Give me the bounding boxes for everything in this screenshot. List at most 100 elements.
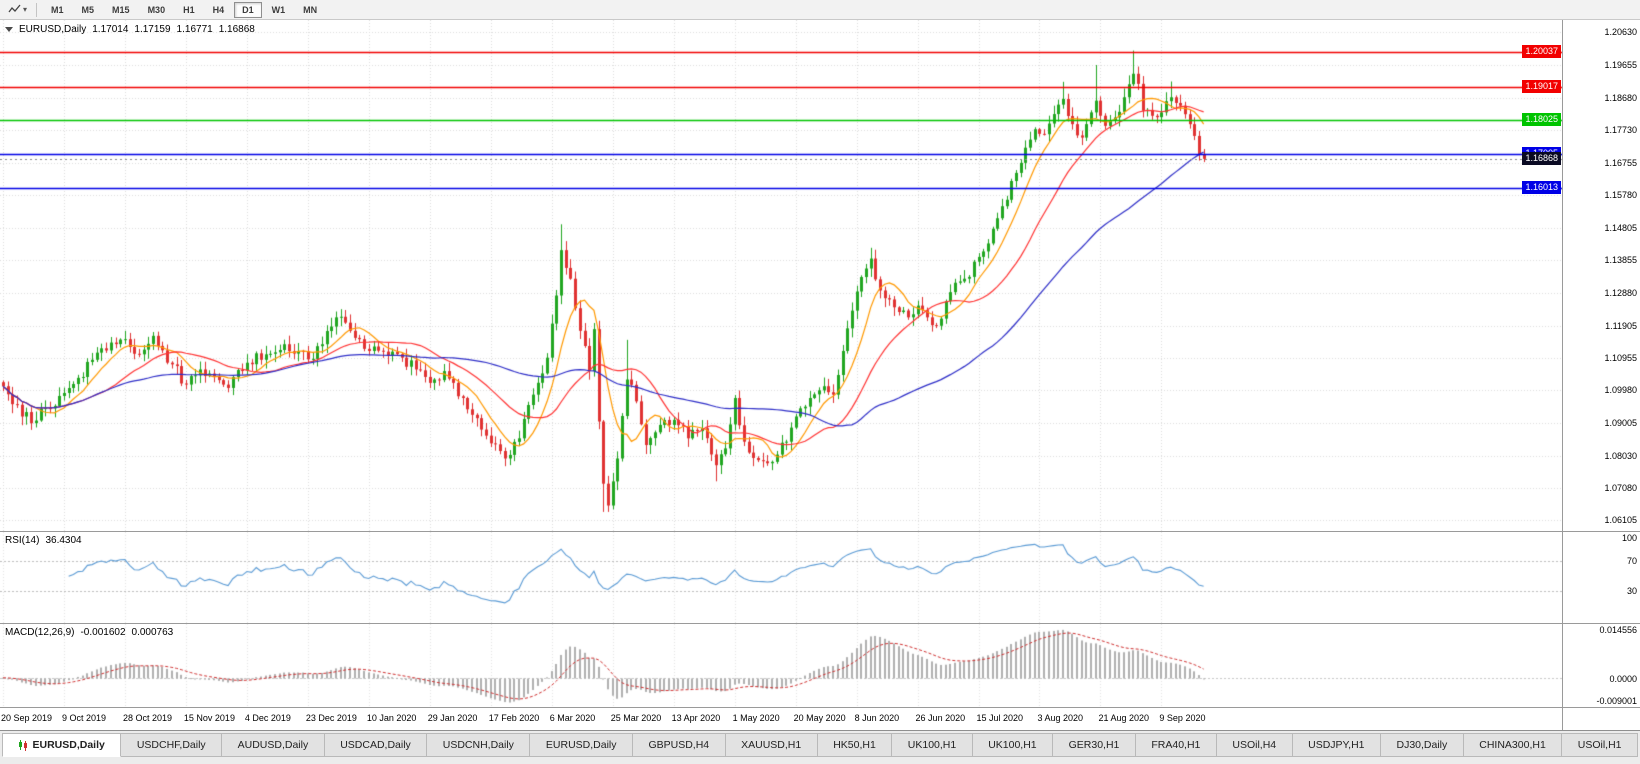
price-tick-label: 1.15780 — [1604, 190, 1637, 201]
macd-axis-label: 0.014556 — [1599, 625, 1637, 635]
chart-tab-usdchf-daily-1[interactable]: USDCHF,Daily — [121, 733, 223, 757]
date-axis-label: 8 Jun 2020 — [854, 713, 900, 723]
hline-price-tag: 1.18025 — [1522, 112, 1561, 126]
chart-tab-label: USDCAD,Daily — [340, 739, 411, 751]
chart-tab-xauusd-h1-7[interactable]: XAUUSD,H1 — [725, 733, 818, 757]
date-axis-label: 15 Jul 2020 — [976, 713, 1024, 723]
main-chart-pane: EURUSD,Daily 1.17014 1.17159 1.16771 1.1… — [0, 20, 1640, 531]
date-axis-label: 21 Aug 2020 — [1098, 713, 1150, 723]
chart-tab-uk100-h1-9[interactable]: UK100,H1 — [892, 733, 973, 757]
chart-tab-ger30-h1-11[interactable]: GER30,H1 — [1053, 733, 1136, 757]
chart-tab-dj30-daily-15[interactable]: DJ30,Daily — [1381, 733, 1464, 757]
macd-axis-label: -0.009001 — [1596, 696, 1637, 706]
date-axis-label: 17 Feb 2020 — [488, 713, 540, 723]
candlestick-chart-icon — [18, 739, 28, 751]
chart-tab-usoil-h1-17[interactable]: USOil,H1 — [1562, 733, 1638, 757]
chart-tab-usoil-h4-13[interactable]: USOil,H4 — [1216, 733, 1293, 757]
date-axis-label: 20 May 2020 — [793, 713, 846, 723]
macd-signal-value: 0.000763 — [131, 627, 174, 638]
price-axis: 1.20630 1.19655 1.18680 1.17730 1.16755 1.157… — [1562, 20, 1640, 531]
timeframe-button-mn[interactable]: MN — [303, 4, 318, 15]
chart-tab-eurusd-daily-0[interactable]: EURUSD,Daily — [2, 733, 122, 757]
price-tick-label: 1.11905 — [1605, 320, 1637, 331]
date-axis-label: 23 Dec 2019 — [305, 713, 357, 723]
rsi-level-label: 100 — [1621, 533, 1637, 543]
chart-close-value: 1.16868 — [218, 24, 255, 35]
hline-price-tag: 1.16013 — [1522, 180, 1561, 194]
price-tick-label: 1.09005 — [1604, 418, 1637, 429]
chart-tab-uk100-h1-10[interactable]: UK100,H1 — [972, 733, 1054, 757]
chart-tab-label: CHINA300,H1 — [1479, 739, 1546, 751]
chart-tab-label: USDJPY,H1 — [1308, 739, 1365, 751]
price-tick-label: 1.10955 — [1604, 352, 1637, 363]
date-axis-label: 29 Jan 2020 — [427, 713, 478, 723]
price-tick-label: 1.17730 — [1604, 124, 1637, 135]
rsi-indicator-pane: RSI(14) 36.4304 100 70 30 — [0, 531, 1640, 623]
axis-corner — [1562, 708, 1640, 730]
timeframe-button-m15[interactable]: M15 — [112, 4, 130, 15]
date-axis-label: 9 Sep 2020 — [1159, 713, 1206, 723]
macd-label: MACD(12,26,9) -0.001602 0.000763 — [5, 627, 173, 638]
macd-axis: 0.014556 0.0000 -0.009001 — [1562, 624, 1640, 707]
macd-indicator-pane: MACD(12,26,9) -0.001602 0.000763 0.01455… — [0, 623, 1640, 707]
price-tick-label: 1.12880 — [1604, 287, 1637, 298]
chart-style-dropdown[interactable]: ▾ — [4, 3, 31, 16]
date-axis-label: 26 Jun 2020 — [915, 713, 966, 723]
timeframe-button-m1[interactable]: M1 — [51, 4, 64, 15]
chart-tab-fra40-h1-12[interactable]: FRA40,H1 — [1135, 733, 1217, 757]
macd-canvas[interactable] — [0, 624, 1562, 707]
chart-tab-usdcad-daily-3[interactable]: USDCAD,Daily — [324, 733, 428, 757]
price-tick-label: 1.13855 — [1604, 255, 1637, 266]
chart-tab-label: XAUUSD,H1 — [741, 739, 802, 751]
chart-tabs-bar: EURUSD,Daily USDCHF,Daily AUDUSD,Daily USDC… — [0, 730, 1640, 764]
chart-tab-eurusd-daily-5[interactable]: EURUSD,Daily — [530, 733, 633, 757]
rsi-level-label: 70 — [1626, 555, 1637, 566]
chart-tab-label: EURUSD,Daily — [32, 739, 105, 751]
timeframe-button-w1[interactable]: W1 — [271, 4, 286, 15]
toolbar-separator — [36, 2, 38, 17]
hline-price-tag: 1.20037 — [1522, 45, 1561, 59]
date-axis-label: 28 Oct 2019 — [122, 713, 172, 723]
chart-tab-label: USDCNH,Daily — [442, 739, 514, 751]
timeframe-button-d1[interactable]: D1 — [234, 1, 262, 18]
date-axis-label: 3 Aug 2020 — [1037, 713, 1084, 723]
chart-tab-china300-h1-16[interactable]: CHINA300,H1 — [1463, 733, 1563, 757]
price-tick-label: 1.14805 — [1604, 223, 1637, 234]
timeframe-button-m5[interactable]: M5 — [81, 4, 95, 15]
rsi-canvas[interactable] — [0, 532, 1562, 623]
chart-high-value: 1.17159 — [134, 24, 171, 35]
hline-price-tag: 1.19017 — [1522, 79, 1561, 93]
price-tick-label: 1.16755 — [1604, 157, 1637, 168]
date-axis-label: 9 Oct 2019 — [61, 713, 106, 723]
timeframe-button-m30[interactable]: M30 — [147, 4, 166, 15]
timeframe-button-h1[interactable]: H1 — [183, 4, 195, 15]
chart-tab-audusd-daily-2[interactable]: AUDUSD,Daily — [222, 733, 325, 757]
chart-symbol-period: EURUSD,Daily — [19, 24, 87, 35]
rsi-name: RSI(14) — [5, 535, 40, 546]
date-axis-label: 13 Apr 2020 — [671, 713, 721, 723]
chart-tab-label: UK100,H1 — [988, 739, 1037, 751]
macd-main-value: -0.001602 — [80, 627, 126, 638]
price-chart-canvas[interactable] — [0, 20, 1562, 531]
chart-tab-usdjpy-h1-14[interactable]: USDJPY,H1 — [1292, 733, 1382, 757]
chart-tab-label: HK50,H1 — [833, 739, 876, 751]
chart-tab-hk50-h1-8[interactable]: HK50,H1 — [817, 733, 893, 757]
price-tick-label: 1.06105 — [1604, 515, 1637, 526]
chart-tab-label: USOil,H4 — [1232, 739, 1277, 751]
date-axis-label: 1 May 2020 — [732, 713, 780, 723]
chart-title: EURUSD,Daily 1.17014 1.17159 1.16771 1.1… — [5, 23, 255, 36]
macd-axis-label: 0.0000 — [1609, 673, 1637, 684]
price-tick-label: 1.20630 — [1604, 27, 1637, 38]
chart-menu-icon[interactable] — [5, 27, 13, 36]
chart-tab-label: AUDUSD,Daily — [237, 739, 309, 751]
chart-tab-gbpusd-h4-6[interactable]: GBPUSD,H4 — [632, 733, 726, 757]
macd-name: MACD(12,26,9) — [5, 627, 75, 638]
chart-tab-label: UK100,H1 — [907, 739, 957, 751]
rsi-label: RSI(14) 36.4304 — [5, 535, 82, 546]
chart-tab-usdcnh-daily-4[interactable]: USDCNH,Daily — [427, 733, 531, 757]
timeframe-button-h4[interactable]: H4 — [212, 4, 225, 15]
chart-open-value: 1.17014 — [92, 24, 129, 35]
price-tick-label: 1.09980 — [1604, 385, 1637, 396]
rsi-level-label: 30 — [1626, 585, 1637, 596]
